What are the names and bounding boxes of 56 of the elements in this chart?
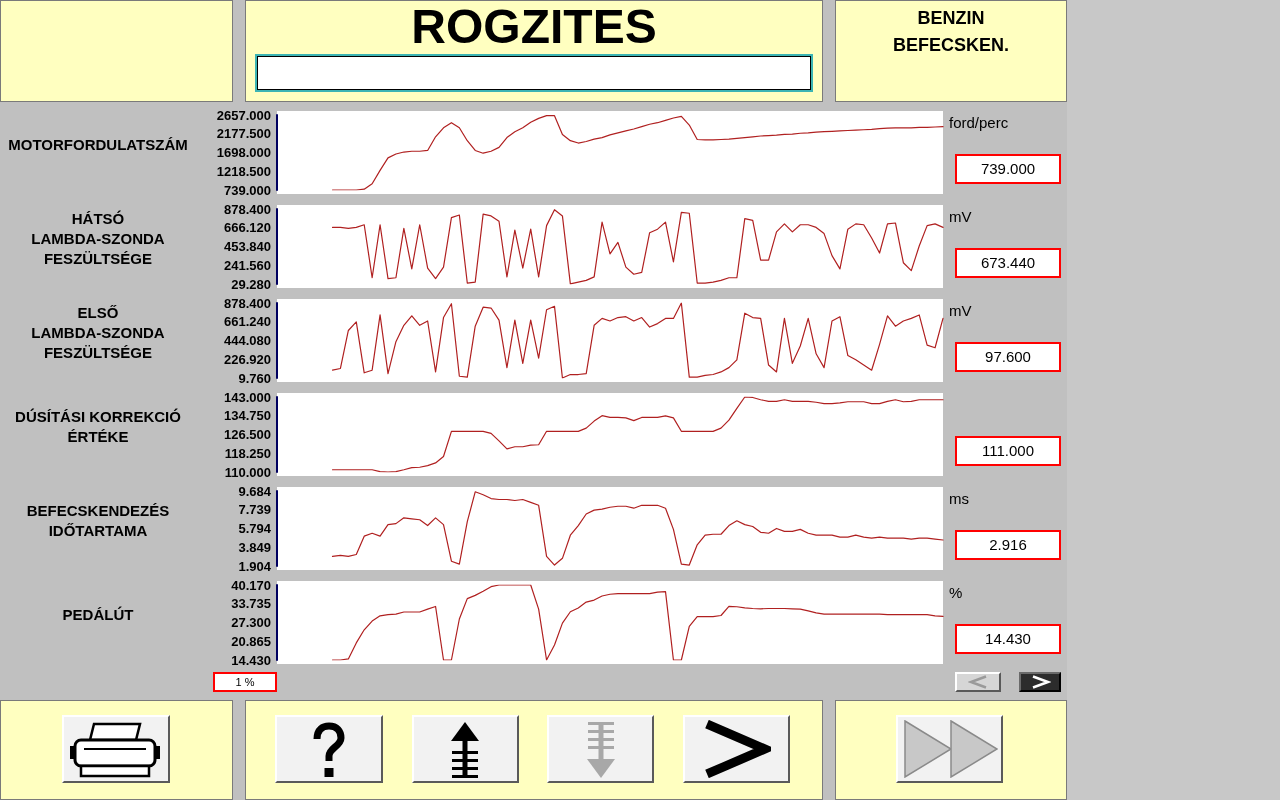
y-tick-label: 453.840 <box>224 239 271 254</box>
text: ROGZITES <box>410 0 658 53</box>
y-tick-label: 9.760 <box>238 370 271 386</box>
y-tick-label: 1698.000 <box>216 145 271 160</box>
y-axis-title: MOTORFORDULATSZÁM <box>7 134 189 155</box>
text: ford/perc <box>949 114 1009 132</box>
y-tick-label: 2177.500 <box>216 126 271 142</box>
line-series <box>331 115 944 191</box>
y-tick-label: 661.240 <box>224 314 271 330</box>
y-tick-label: 9.684 <box>238 483 272 499</box>
y-tick-label: 5.794 <box>238 521 272 536</box>
y-tick-label: 29.280 <box>231 276 271 292</box>
line-series <box>331 209 944 285</box>
y-tick-label: 1.904 <box>238 558 272 574</box>
y-tick-label: 739.000 <box>224 182 271 198</box>
y-tick-label: 27.300 <box>231 615 271 630</box>
y-axis-title: DÚSÍTÁSI KORREKCIÓ ÉRTÉKE <box>14 406 182 447</box>
y-tick-label: 241.560 <box>224 257 271 273</box>
y-axis-title: ELSŐ LAMBDA-SZONDA FESZÜLTSÉGE <box>30 302 166 363</box>
line-series <box>331 396 944 473</box>
y-tick-label: 666.120 <box>224 220 271 236</box>
y-tick-label: 40.170 <box>231 577 271 593</box>
text: ms <box>949 490 969 508</box>
y-tick-label: 7.739 <box>238 502 271 518</box>
text: 14.430 <box>955 624 1061 654</box>
text: mV <box>949 208 972 226</box>
y-tick-label: 1218.500 <box>216 163 271 179</box>
text: 739.000 <box>955 154 1061 184</box>
text: 2.916 <box>955 530 1061 560</box>
y-axis-title: PEDÁLÚT <box>61 604 135 625</box>
y-tick-label: 878.400 <box>224 201 271 217</box>
text: 111.000 <box>955 436 1061 466</box>
y-tick-label: 143.000 <box>224 389 271 405</box>
line-series <box>331 491 944 566</box>
line-series <box>331 302 944 379</box>
line-series <box>331 584 944 661</box>
y-tick-label: 33.735 <box>231 596 271 612</box>
text: 97.600 <box>955 342 1061 372</box>
text: BENZIN BEFECSKEN. <box>892 7 1010 57</box>
y-tick-label: 20.865 <box>231 633 271 649</box>
y-tick-label: 878.400 <box>224 295 271 311</box>
y-tick-label: 134.750 <box>224 408 271 424</box>
y-axis-title: BEFECSKENDEZÉS IDŐTARTAMA <box>25 500 171 541</box>
y-tick-label: 126.500 <box>224 427 271 442</box>
text: % <box>949 584 963 602</box>
text: 1 % <box>213 672 277 692</box>
text: mV <box>949 302 972 320</box>
text: 673.440 <box>955 248 1061 278</box>
y-tick-label: 118.250 <box>224 445 271 461</box>
y-tick-label: 110.000 <box>224 464 271 480</box>
y-tick-label: 444.080 <box>224 333 271 348</box>
y-tick-label: 14.430 <box>231 652 271 668</box>
y-tick-label: 2657.000 <box>216 107 271 123</box>
y-tick-label: 226.920 <box>224 351 271 367</box>
y-axis-title: HÁTSÓ LAMBDA-SZONDA FESZÜLTSÉGE <box>30 208 166 269</box>
y-tick-label: 3.849 <box>238 539 271 555</box>
